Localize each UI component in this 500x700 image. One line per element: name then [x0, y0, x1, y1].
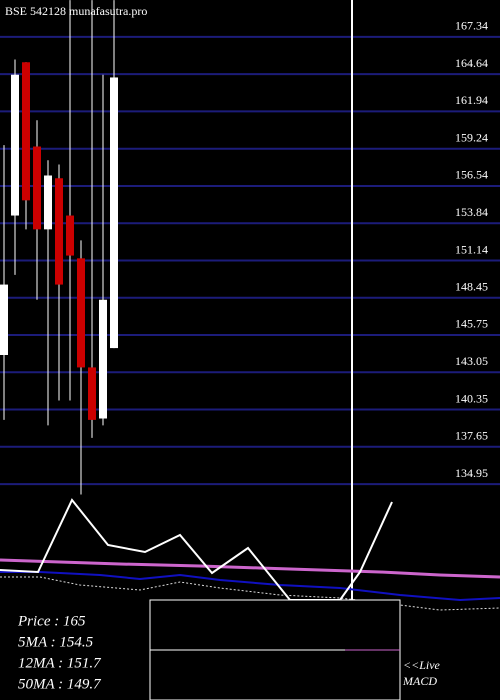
y-tick-label: 145.75 — [455, 317, 488, 331]
y-tick-label: 134.95 — [455, 466, 488, 480]
y-tick-label: 153.84 — [455, 205, 488, 219]
y-tick-label: 164.64 — [455, 56, 488, 70]
info-line: 5MA : 154.5 — [18, 634, 94, 650]
candle-body — [33, 146, 41, 230]
y-tick-label: 159.24 — [455, 130, 488, 144]
candle-body — [22, 62, 30, 201]
y-tick-label: 137.65 — [455, 429, 488, 443]
indicator-line — [0, 498, 393, 601]
chart-title: BSE 542128 munafasutra.pro — [5, 4, 147, 18]
candle-body — [88, 367, 96, 420]
indicator-note: MACD — [402, 674, 437, 688]
y-tick-label: 140.35 — [455, 391, 488, 405]
y-tick-label: 156.54 — [455, 168, 488, 182]
y-tick-label: 143.05 — [455, 354, 488, 368]
indicator-line — [0, 571, 500, 602]
y-tick-label: 148.45 — [455, 279, 488, 293]
indicator-line — [0, 576, 500, 611]
candle-body — [110, 77, 118, 349]
indicator-note: <<Live — [403, 658, 441, 672]
info-line: 50MA : 149.7 — [18, 676, 102, 692]
candle-body — [55, 178, 63, 285]
info-line: 12MA : 151.7 — [18, 655, 102, 671]
candle-body — [77, 258, 85, 368]
candles — [0, 0, 118, 495]
indicator-line — [0, 558, 500, 579]
y-tick-label: 167.34 — [455, 19, 488, 33]
y-tick-label: 161.94 — [455, 93, 488, 107]
grid: 167.34 164.64 161.94 159.24 156.54 153.84 151.… — [0, 19, 500, 486]
candle-body — [0, 284, 8, 355]
candle-body — [66, 215, 74, 256]
candle-body — [11, 74, 19, 216]
candle-body — [99, 299, 107, 419]
candle-body — [44, 175, 52, 230]
info-line: Price : 165 — [17, 613, 86, 629]
y-tick-label: 151.14 — [455, 242, 488, 256]
